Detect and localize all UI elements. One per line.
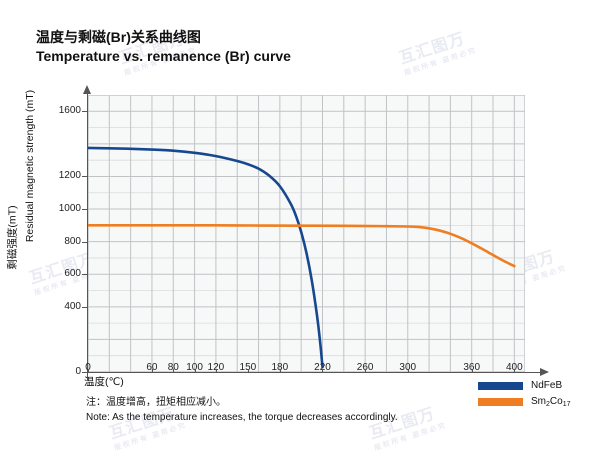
x-tick-mark (151, 369, 153, 373)
x-tick-label: 220 (314, 362, 331, 373)
x-tick-label: 400 (505, 362, 523, 373)
x-tick-label: 60 (146, 362, 158, 373)
y-tick-mark (82, 274, 87, 276)
series-line-NdFeB (88, 146, 324, 369)
x-tick-label: 260 (356, 362, 374, 373)
x-tick-mark (194, 369, 196, 373)
y-tick-label: 600 (64, 268, 81, 280)
chart-title-english: Temperature vs. remanence (Br) curve (36, 47, 291, 64)
y-tick-label: 1200 (58, 170, 81, 182)
x-tick-label: 100 (186, 362, 203, 373)
y-axis-title-english: Residual magnetic strength (mT) (24, 89, 36, 243)
chart-legend: NdFeB Sm2Co17 (478, 380, 571, 412)
x-tick-mark (365, 369, 367, 373)
note-chinese: 注：温度增高，扭矩相应减小。 (86, 397, 226, 408)
x-axis-title: 温度(℃) (84, 376, 124, 388)
x-tick-label: 0 (85, 362, 91, 373)
legend-label-NdFeB: NdFeB (531, 380, 563, 391)
plot-area (88, 95, 525, 372)
note-block: 注：温度增高，扭矩相应减小。 Note: As the temperature … (86, 396, 398, 425)
y-tick-mark (82, 372, 87, 373)
y-tick-mark (82, 111, 87, 113)
y-tick-mark (82, 176, 87, 178)
x-tick-mark (88, 369, 89, 373)
series-line-Sm2Co17 (88, 224, 516, 268)
y-axis-arrow-icon (83, 85, 91, 94)
y-tick-mark (82, 306, 87, 308)
x-tick-mark (215, 369, 217, 373)
x-tick-mark (514, 369, 516, 373)
legend-swatch-NdFeB (478, 381, 523, 390)
chart-title-chinese: 温度与剩磁(Br)关系曲线图 (36, 29, 201, 45)
y-axis-line (87, 93, 88, 381)
x-tick-label: 180 (271, 362, 289, 373)
x-tick-mark (471, 369, 473, 373)
legend-label-SmCo: Sm2Co17 (531, 396, 571, 408)
x-tick-mark (407, 369, 409, 373)
y-tick-label: 400 (64, 300, 81, 312)
x-tick-mark (279, 369, 281, 373)
y-tick-label: 800 (64, 235, 81, 247)
y-tick-label: 1600 (58, 105, 81, 117)
x-axis-line (87, 372, 542, 373)
x-tick-label: 360 (463, 362, 481, 373)
x-tick-label: 80 (167, 362, 179, 373)
data-curves (88, 146, 516, 369)
x-tick-label: 120 (207, 362, 225, 373)
legend-item-SmCo[interactable]: Sm2Co17 (478, 396, 571, 408)
legend-swatch-SmCo (478, 397, 523, 406)
x-tick-mark (247, 369, 249, 373)
x-tick-label: 150 (239, 362, 257, 373)
y-tick-mark (82, 241, 87, 243)
x-tick-label: 300 (399, 362, 417, 373)
x-tick-mark (322, 369, 324, 373)
legend-item-NdFeB[interactable]: NdFeB (478, 380, 571, 391)
note-english: Note: As the temperature increases, the … (86, 411, 398, 423)
chart-title-block: 温度与剩磁(Br)关系曲线图 Temperature vs. remanence… (36, 28, 291, 66)
x-axis-arrow-icon (540, 368, 549, 376)
x-tick-mark (173, 369, 175, 373)
y-tick-label: 0 (75, 366, 81, 377)
y-tick-label: 1000 (58, 203, 81, 215)
y-axis-title-chinese: 剩磁强度(mT) (6, 205, 19, 270)
y-tick-mark (82, 209, 87, 211)
y-axis-ticks: 0 400 600 800 1000 1200 1600 (33, 0, 87, 450)
